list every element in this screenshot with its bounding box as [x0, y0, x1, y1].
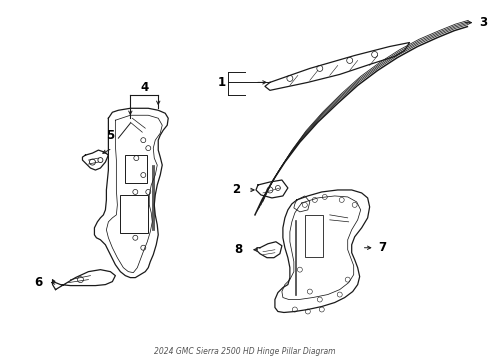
Text: 7: 7 — [379, 241, 387, 254]
Text: 5: 5 — [106, 129, 115, 142]
Bar — [305, 215, 323, 257]
Text: 6: 6 — [34, 276, 43, 289]
Text: 8: 8 — [234, 243, 242, 256]
Text: 2: 2 — [232, 184, 240, 197]
Bar — [121, 195, 148, 233]
Text: 2024 GMC Sierra 2500 HD Hinge Pillar Diagram: 2024 GMC Sierra 2500 HD Hinge Pillar Dia… — [154, 347, 336, 356]
Text: 4: 4 — [140, 81, 148, 94]
Bar — [125, 155, 147, 183]
Text: 3: 3 — [479, 16, 488, 29]
Text: 1: 1 — [218, 76, 226, 89]
